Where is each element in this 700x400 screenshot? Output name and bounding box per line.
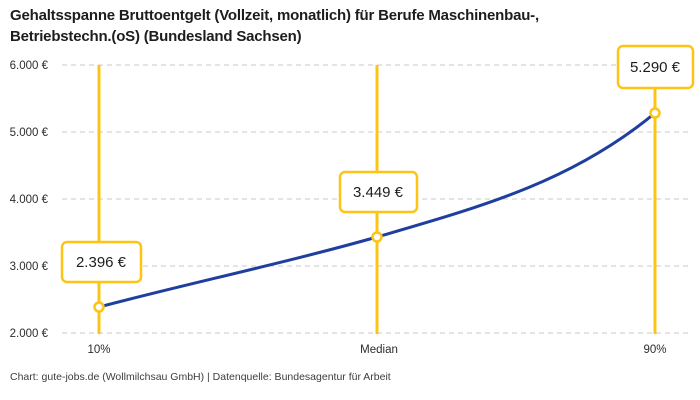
data-point-median[interactable] [371, 231, 383, 243]
value-labels: 2.396 € 3.449 € 5.290 € [60, 44, 695, 284]
x-tick-10pct: 10% [87, 344, 110, 356]
x-axis-labels: 10% Median 90% [87, 344, 666, 356]
value-box-90pct [616, 44, 695, 90]
y-tick-2000: 2.000 € [10, 328, 49, 340]
chart-attribution: Chart: gute-jobs.de (Wollmilchsau GmbH) … [10, 371, 391, 383]
value-box-10pct [60, 240, 143, 284]
data-point-10pct[interactable] [93, 301, 105, 313]
gridlines [62, 64, 690, 334]
x-tick-90pct: 90% [643, 344, 666, 356]
data-point-90pct[interactable] [649, 107, 661, 119]
value-label-90pct: 5.290 € [630, 59, 681, 76]
value-box-median [338, 170, 419, 214]
y-tick-3000: 3.000 € [10, 261, 49, 273]
value-label-10pct: 2.396 € [76, 254, 127, 271]
y-axis-labels: 6.000 € 5.000 € 4.000 € 3.000 € 2.000 € [10, 60, 49, 340]
value-label-median: 3.449 € [353, 184, 404, 201]
y-tick-5000: 5.000 € [10, 127, 49, 139]
chart-title-line1: Gehaltsspanne Bruttoentgelt (Vollzeit, m… [10, 7, 539, 24]
y-tick-6000: 6.000 € [10, 60, 49, 72]
x-tick-median: Median [360, 344, 398, 356]
chart-title: Gehaltsspanne Bruttoentgelt (Vollzeit, m… [10, 5, 650, 47]
y-tick-4000: 4.000 € [10, 194, 49, 206]
chart-title-line2: Betriebstechn.(oS) (Bundesland Sachsen) [10, 28, 302, 45]
data-points [93, 107, 661, 313]
